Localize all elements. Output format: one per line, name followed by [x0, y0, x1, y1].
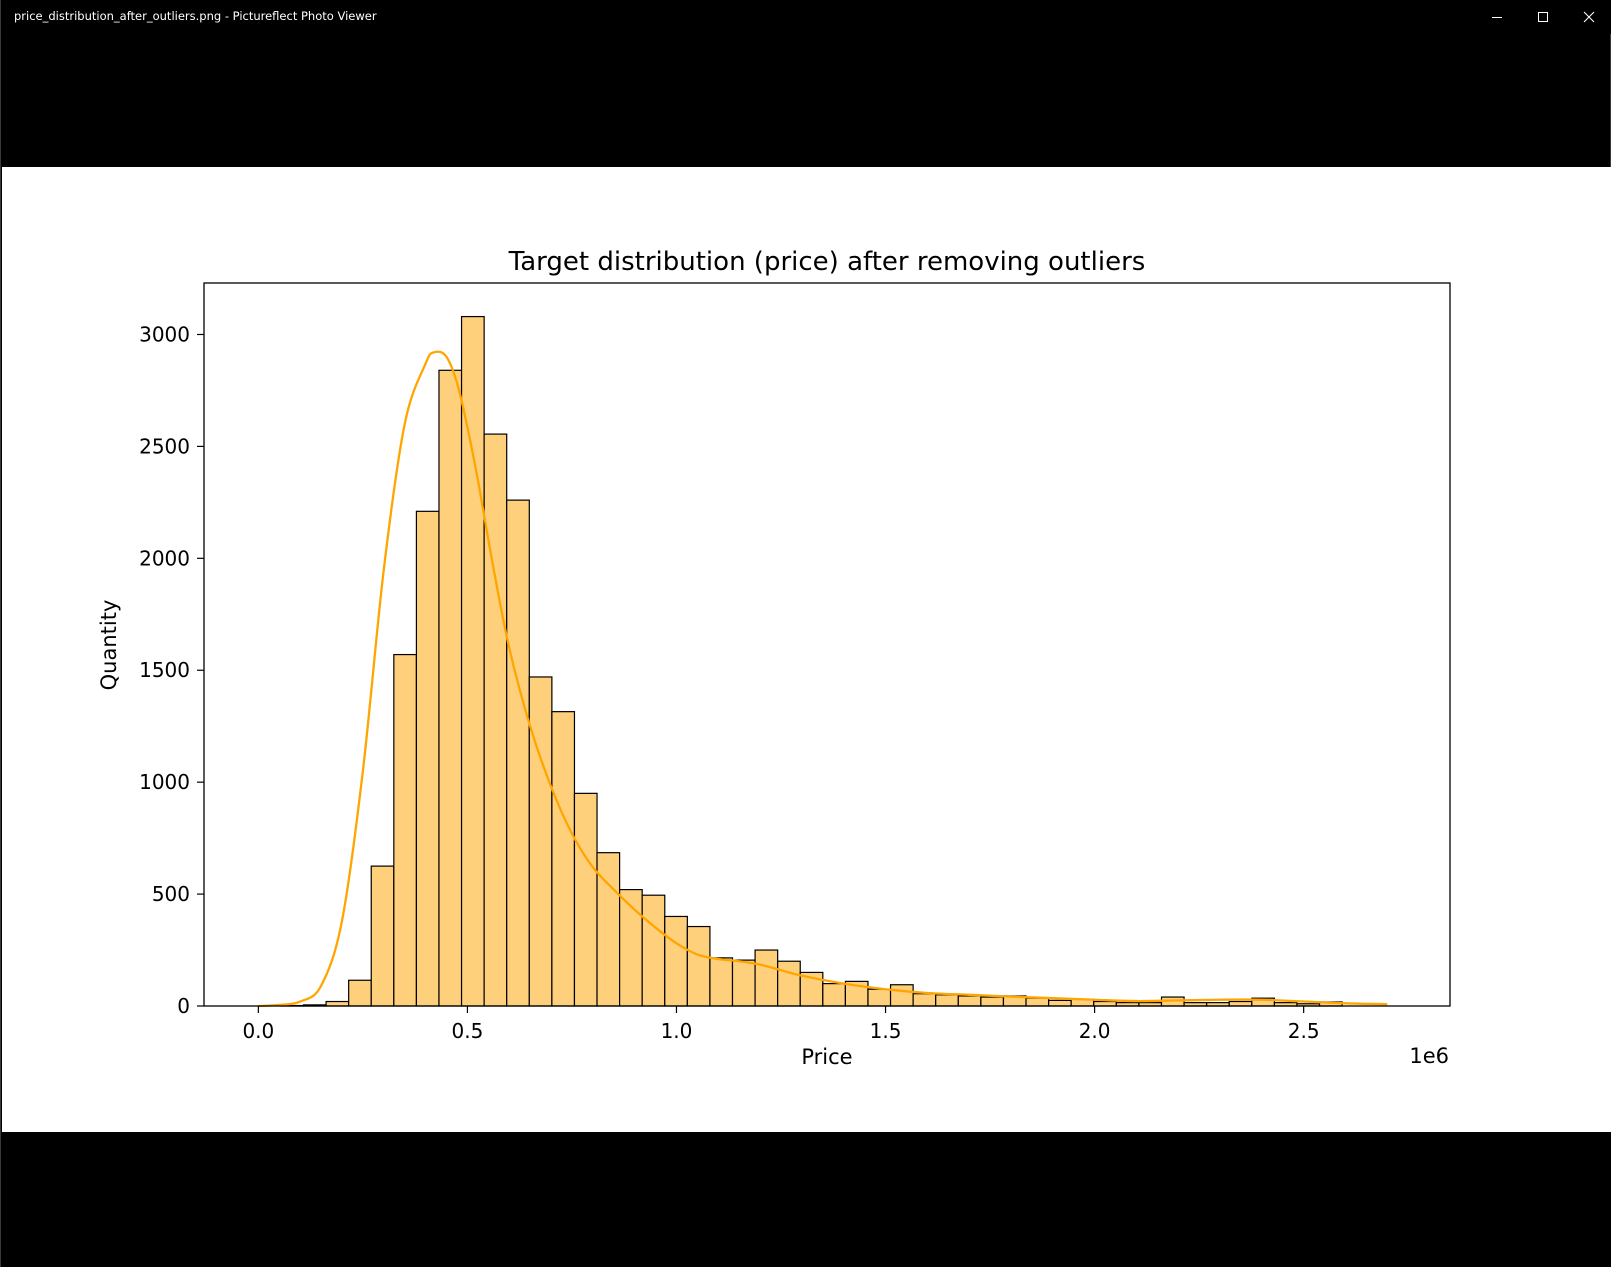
histogram-bar	[822, 983, 847, 1007]
histogram-bar	[348, 979, 372, 1007]
histogram-bar	[438, 369, 463, 1007]
histogram-bar	[709, 957, 734, 1007]
x-tick-label: 0.0	[242, 1019, 274, 1043]
histogram-chart: 0.0 0.5 1.0 1.5 2.0 2.5 0 500 1000 1500 2000 2500 3…	[97, 247, 1451, 1069]
minimize-button[interactable]	[1474, 0, 1520, 34]
histogram-bar	[957, 995, 982, 1007]
histogram-bar	[935, 994, 959, 1007]
maximize-button[interactable]	[1520, 0, 1566, 34]
x-axis-ticks: 0.0 0.5 1.0 1.5 2.0 2.5	[242, 1006, 1320, 1043]
x-tick-label: 1.0	[661, 1019, 693, 1043]
x-tick-label: 0.5	[452, 1019, 484, 1043]
minimize-icon	[1491, 11, 1503, 23]
x-axis-label: Price	[801, 1045, 852, 1069]
close-button[interactable]	[1566, 0, 1611, 34]
x-tick-label: 2.0	[1079, 1019, 1111, 1043]
close-icon	[1583, 11, 1595, 23]
histogram-bar	[641, 894, 666, 1007]
kde-curve	[258, 350, 1388, 1008]
histogram-bar	[573, 792, 598, 1007]
histogram-bar	[1228, 1000, 1253, 1007]
y-tick-label: 500	[152, 882, 190, 906]
y-tick-label: 2000	[139, 546, 190, 570]
histogram-bar	[393, 653, 418, 1007]
histogram-bar	[370, 865, 395, 1007]
histogram-bar	[1047, 999, 1072, 1007]
histogram-bar	[777, 960, 801, 1007]
histogram-bar	[1025, 997, 1050, 1007]
y-tick-label: 0	[177, 994, 190, 1018]
y-tick-label: 3000	[139, 322, 190, 346]
histogram-bar	[325, 1000, 350, 1007]
plot-frame	[203, 282, 1451, 1007]
bars-layer	[280, 315, 1343, 1007]
title-bar[interactable]: price_distribution_after_outliers.png - …	[1, 0, 1611, 34]
y-axis-label: Quantity	[97, 600, 121, 691]
histogram-bar	[483, 433, 508, 1007]
chart-title: Target distribution (price) after removi…	[508, 247, 1146, 277]
x-tick-label: 1.5	[870, 1019, 902, 1043]
histogram-bar	[1093, 1000, 1117, 1007]
histogram-bar	[415, 510, 440, 1007]
window-title: price_distribution_after_outliers.png - …	[14, 9, 377, 23]
y-tick-label: 1500	[139, 658, 190, 682]
histogram-bar	[686, 925, 711, 1007]
x-axis-offset-label: 1e6	[1409, 1044, 1449, 1068]
viewer-bottom-area	[1, 1132, 1611, 1267]
histogram-bar	[551, 711, 576, 1007]
histogram-bar	[754, 949, 779, 1007]
histogram-bar	[912, 993, 937, 1007]
y-tick-label: 1000	[139, 770, 190, 794]
histogram-bar	[889, 984, 914, 1007]
histogram-bar	[867, 988, 892, 1007]
histogram-bar	[664, 915, 688, 1007]
x-tick-label: 2.5	[1288, 1019, 1320, 1043]
y-axis-ticks: 0 500 1000 1500 2000 2500 3000	[139, 322, 204, 1018]
histogram-bar	[980, 996, 1005, 1007]
window-edge-mark	[1609, 393, 1611, 407]
histogram-bar	[731, 959, 756, 1007]
displayed-image[interactable]: 0.0 0.5 1.0 1.5 2.0 2.5 0 500 1000 1500 2000 2500 3…	[2, 167, 1611, 1132]
histogram-bar	[506, 499, 530, 1007]
y-tick-label: 2500	[139, 434, 190, 458]
histogram-bar	[528, 676, 553, 1007]
maximize-icon	[1537, 11, 1549, 23]
